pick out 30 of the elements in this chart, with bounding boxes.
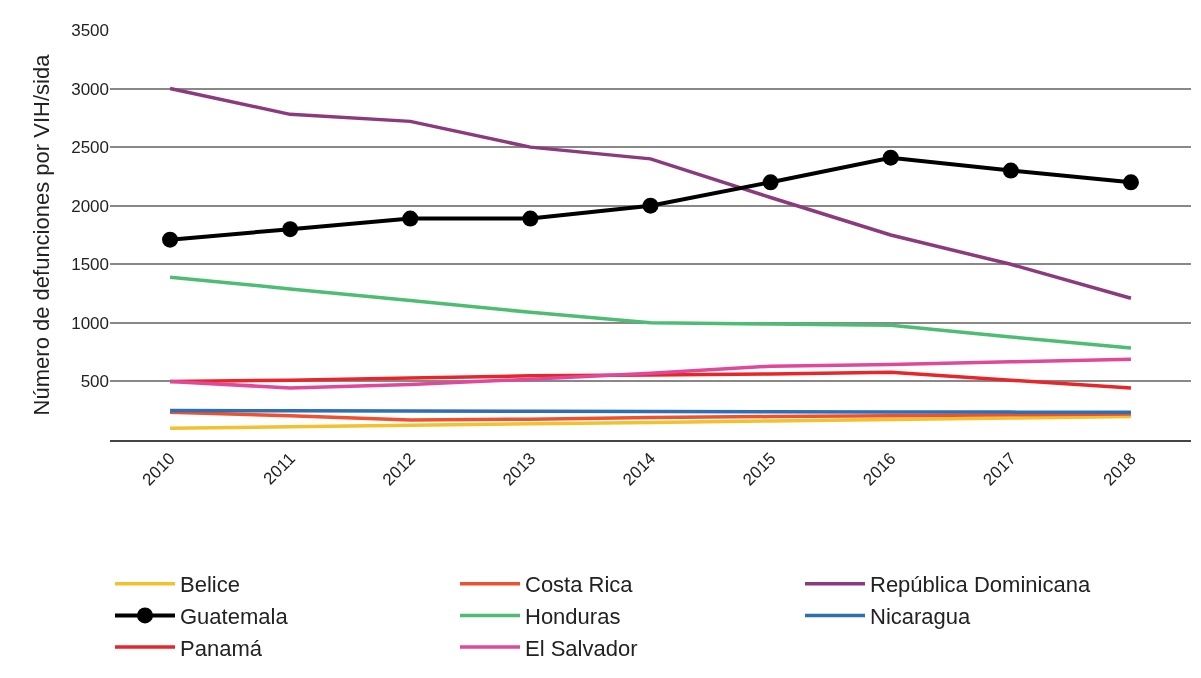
legend-label: Panamá bbox=[180, 635, 263, 661]
legend-label: Guatemala bbox=[180, 603, 289, 629]
point bbox=[522, 210, 539, 227]
y-tick-label: 500 bbox=[80, 372, 109, 392]
point bbox=[882, 149, 899, 166]
y-tick-label: 1000 bbox=[71, 313, 109, 333]
legend-label: Nicaragua bbox=[870, 603, 972, 629]
y-tick-label: 2500 bbox=[71, 138, 109, 158]
point bbox=[282, 221, 299, 238]
point bbox=[762, 174, 779, 191]
y-axis-title: Número de defunciones por VIH/sida bbox=[28, 53, 54, 416]
y-tick-label: 2000 bbox=[71, 196, 109, 216]
legend-label: El Salvador bbox=[525, 635, 638, 661]
line-series bbox=[168, 410, 1133, 422]
point bbox=[402, 210, 419, 227]
legend-label: Honduras bbox=[525, 603, 621, 629]
point bbox=[1002, 162, 1019, 179]
line-series bbox=[168, 357, 1133, 390]
line-series bbox=[168, 275, 1133, 350]
legend-label: Costa Rica bbox=[525, 572, 634, 598]
line-series bbox=[168, 86, 1133, 301]
point bbox=[1122, 174, 1139, 191]
line-series bbox=[168, 414, 1133, 431]
point bbox=[642, 197, 659, 214]
legend-label: República Dominicana bbox=[870, 572, 1091, 598]
y-tick-label: 1500 bbox=[71, 255, 109, 275]
point bbox=[162, 231, 179, 248]
legend-label: Belice bbox=[180, 572, 240, 598]
y-tick-label: 3000 bbox=[71, 79, 109, 99]
y-tick-label: 3500 bbox=[71, 20, 109, 40]
